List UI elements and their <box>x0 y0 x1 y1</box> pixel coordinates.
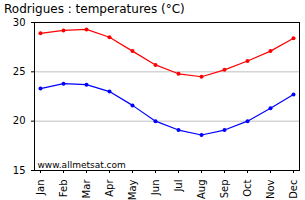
svg-text:Nov: Nov <box>265 179 276 199</box>
svg-text:Oct: Oct <box>242 179 253 196</box>
svg-text:Mar: Mar <box>81 179 92 199</box>
svg-text:Feb: Feb <box>58 180 69 198</box>
svg-text:20: 20 <box>13 115 26 126</box>
svg-text:www.allmetsat.com: www.allmetsat.com <box>38 160 126 170</box>
svg-text:Jun: Jun <box>150 180 161 197</box>
svg-text:May: May <box>127 179 138 200</box>
svg-text:30: 30 <box>13 18 26 28</box>
svg-text:Dec: Dec <box>288 180 299 199</box>
svg-text:Jan: Jan <box>35 180 46 196</box>
svg-text:Apr: Apr <box>104 179 115 197</box>
html-text:Rodrigues : temperatures (°C): Rodrigues : temperatures (°C) <box>4 2 185 16</box>
svg-text:Sep: Sep <box>219 180 230 199</box>
svg-text:Jul: Jul <box>173 180 184 193</box>
svg-text:Aug: Aug <box>196 180 207 200</box>
svg-text:15: 15 <box>13 165 26 176</box>
svg-text:25: 25 <box>13 66 26 77</box>
